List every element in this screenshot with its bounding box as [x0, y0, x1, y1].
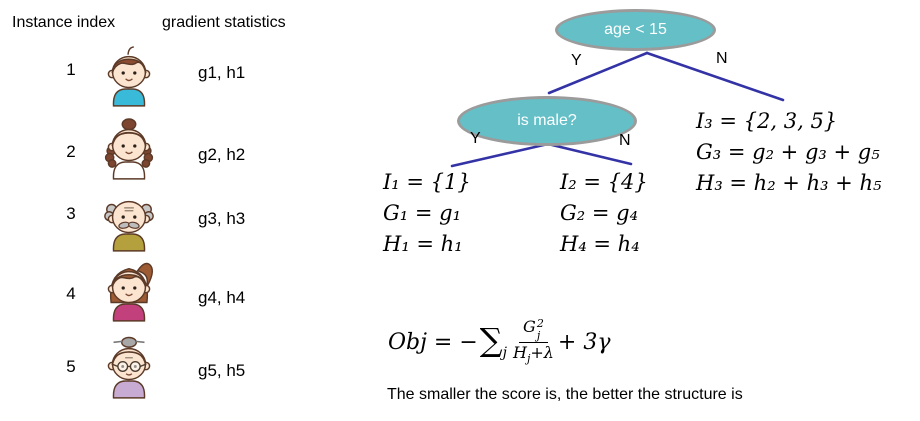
woman-avatar-icon [107, 262, 153, 322]
branch-child-yes [450, 142, 550, 168]
leaf3-instance-set: I₃ = {2, 3, 5} [696, 109, 838, 133]
denominator-base: H [512, 343, 527, 363]
numerator-exponent: 2 [536, 317, 544, 331]
instance-index-3: 3 [66, 204, 76, 223]
instance-index-4: 4 [66, 284, 76, 303]
tree-node-age: age < 15 [555, 9, 716, 51]
denominator-subscript: j [526, 352, 531, 366]
sigma-subscript: j [502, 345, 507, 361]
caption-text: The smaller the score is, the better the… [387, 386, 743, 403]
objective-formula: Obj = − ∑j G 2 j Hj+λ + 3γ [388, 315, 610, 369]
root-yes-label: Y [571, 52, 582, 69]
objective-tail: + 3γ [557, 329, 611, 355]
fraction-numerator: G 2 j [519, 317, 548, 344]
gradient-stats-3: g3, h3 [198, 209, 246, 228]
leaf3-formulas: I₃ = {2, 3, 5} G₃ = g₂ + g₃ + g₅ H₃ = h₂… [696, 106, 881, 199]
leaf2-instance-set: I₂ = {4} [560, 170, 648, 194]
leaf2-h-sum: H₄ = h₄ [560, 232, 640, 256]
tree-node-is-male-label: is male? [517, 112, 577, 129]
gradient-stats-1: g1, h1 [198, 63, 246, 82]
instance-index-5: 5 [66, 357, 76, 376]
instance-index-2: 2 [66, 142, 76, 161]
numerator-subscript: j [536, 328, 541, 342]
instance-index-1: 1 [66, 60, 76, 79]
leaf2-formulas: I₂ = {4} G₂ = g₄ H₄ = h₄ [560, 167, 648, 260]
boy-avatar-icon [107, 46, 151, 107]
objective-lead: Obj = − [388, 329, 478, 355]
objective-fraction: G 2 j Hj+λ [513, 317, 554, 366]
denominator-tail: +λ [530, 343, 554, 363]
leaf3-h-sum: H₃ = h₂ + h₃ + h₅ [696, 171, 882, 195]
gradient-stats-4: g4, h4 [198, 288, 246, 307]
old-woman-avatar-icon [107, 336, 151, 399]
leaf3-g-sum: G₃ = g₂ + g₃ + g₅ [696, 140, 880, 164]
root-no-label: N [716, 50, 728, 67]
fraction-denominator: Hj+λ [513, 343, 554, 366]
leaf1-formulas: I₁ = {1} G₁ = g₁ H₁ = h₁ [383, 167, 471, 260]
gradient-stats-2: g2, h2 [198, 145, 246, 164]
girl-avatar-icon [104, 118, 154, 180]
instance-index-header: Instance index [12, 14, 116, 31]
old-man-avatar-icon [104, 200, 154, 252]
leaf1-h-sum: H₁ = h₁ [383, 232, 463, 256]
numerator-scripts: 2 j [537, 318, 544, 341]
child-no-label: N [619, 132, 631, 149]
branch-root-yes [547, 51, 649, 95]
gradient-statistics-header: gradient statistics [162, 14, 286, 31]
gradient-stats-5: g5, h5 [198, 361, 246, 380]
branch-root-no [645, 51, 785, 102]
child-yes-label: Y [470, 130, 481, 147]
tree-node-age-label: age < 15 [604, 21, 667, 38]
leaf2-g-sum: G₂ = g₄ [560, 201, 639, 225]
numerator-base: G [523, 317, 536, 337]
sigma-symbol: ∑j [479, 321, 507, 361]
leaf1-instance-set: I₁ = {1} [383, 170, 471, 194]
tree-node-is-male: is male? [457, 96, 637, 146]
leaf1-g-sum: G₁ = g₁ [383, 201, 462, 225]
